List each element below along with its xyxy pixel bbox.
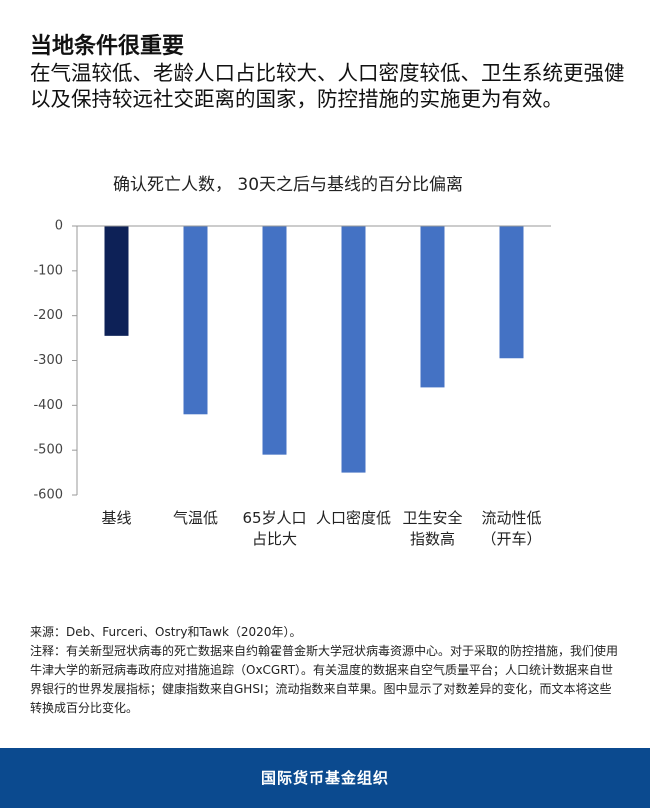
source: 来源：Deb、Furceri、Ostry和Tawk（2020年）。 xyxy=(30,625,302,639)
y-tick-label: -200 xyxy=(33,308,63,323)
y-tick-label: -600 xyxy=(33,488,63,503)
bar xyxy=(183,226,208,415)
bar xyxy=(104,226,129,336)
x-tick-label: 基线 xyxy=(101,509,132,527)
x-tick-label: 卫生安全 指数高 xyxy=(402,509,463,548)
note: 注释：有关新型冠状病毒的死亡数据来自约翰霍普金斯大学冠状病毒资源中心。对于采取的… xyxy=(30,644,619,715)
chart: 确认死亡人数， 30天之后与基线的百分比偏离 0 -100 -200 -300 -400… xyxy=(0,160,650,580)
chart-svg: 确认死亡人数， 30天之后与基线的百分比偏离 0 -100 -200 -300 -400… xyxy=(33,175,551,503)
bar xyxy=(262,226,287,455)
y-tick-label: -500 xyxy=(33,443,63,458)
x-tick-label: 人口密度低 xyxy=(315,509,391,527)
x-tick-label: 65岁人口 占比大 xyxy=(242,509,307,548)
title: 当地条件很重要 xyxy=(30,34,185,59)
bar xyxy=(499,226,524,359)
footer: 国际货币基金组织 xyxy=(0,748,650,808)
y-tick-label: -100 xyxy=(33,263,63,278)
y-tick-label: 0 xyxy=(55,219,63,234)
chart-title: 确认死亡人数， 30天之后与基线的百分比偏离 xyxy=(113,175,463,195)
subtitle: 在气温较低、老龄人口占比较大、人口密度较低、卫生系统更强健以及保持较远社交距离的… xyxy=(30,61,625,111)
x-tick-label: 气温低 xyxy=(172,509,218,527)
y-tick-label: -300 xyxy=(33,353,63,368)
bar xyxy=(341,226,366,473)
bar xyxy=(420,226,445,388)
org-name: 国际货币基金组织 xyxy=(260,769,389,787)
y-tick-label: -400 xyxy=(33,398,63,413)
x-tick-label: 流动性低 （开车） xyxy=(481,509,542,548)
